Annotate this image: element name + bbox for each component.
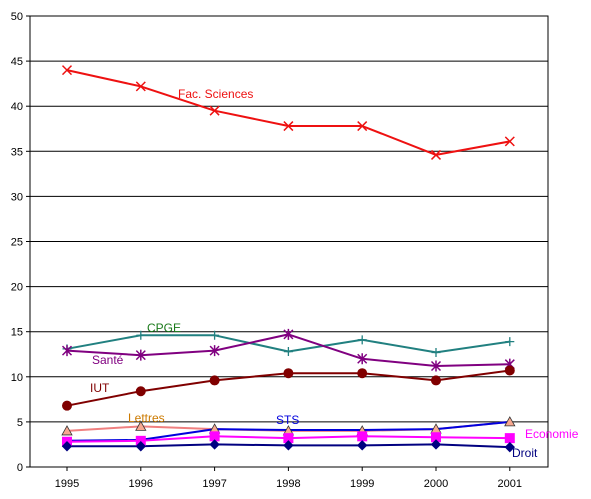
- point-droit-1997: [209, 439, 220, 450]
- point-sante-1996: [135, 349, 146, 361]
- point-lettres-1996: [135, 420, 147, 431]
- data-markers: [61, 65, 516, 453]
- series-labels: Fac. Sciences CPGE Santé IUT Lettres STS Econo…: [90, 87, 579, 460]
- series-label-sante: Santé: [92, 353, 124, 367]
- y-tick-label-50: 50: [11, 11, 23, 23]
- y-tick-label-35: 35: [11, 146, 23, 158]
- y-tick-label-30: 30: [11, 191, 23, 203]
- x-tick-label-1996: 1996: [129, 478, 153, 490]
- point-droit-2000: [430, 439, 442, 450]
- point-sante-1999: [357, 353, 368, 365]
- point-sante-2000: [430, 360, 442, 372]
- point-fac-sciences-2000: [430, 149, 442, 160]
- point-fac-sciences-1999: [357, 121, 368, 132]
- point-cpge-2000: [431, 347, 441, 357]
- point-economie-2001: [504, 433, 515, 444]
- point-sante-1998: [283, 328, 294, 340]
- series-label-lettres: Lettres: [128, 411, 165, 425]
- point-iut-2000: [431, 375, 441, 386]
- y-tick-label-45: 45: [11, 56, 23, 68]
- point-fac-sciences-1998: [283, 121, 294, 132]
- series-label-economie: Economie: [525, 427, 579, 441]
- point-lettres-2001: [504, 416, 516, 427]
- x-tick-label-1998: 1998: [276, 478, 300, 490]
- point-iut-2001: [504, 365, 515, 376]
- series-label-fac-sciences: Fac. Sciences: [178, 87, 253, 101]
- y-tick-label-20: 20: [11, 282, 23, 294]
- point-iut-1996: [135, 386, 146, 397]
- y-tick-label-5: 5: [17, 417, 23, 429]
- series-label-iut: IUT: [90, 381, 110, 395]
- point-fac-sciences-1995: [61, 65, 73, 76]
- point-iut-1999: [357, 368, 368, 379]
- point-iut-1995: [62, 400, 72, 411]
- series-label-cpge: CPGE: [147, 321, 181, 335]
- x-tick-label-1997: 1997: [202, 478, 226, 490]
- series-label-sts: STS: [276, 413, 299, 427]
- point-fac-sciences-2001: [504, 136, 515, 147]
- x-tick-label-1999: 1999: [350, 478, 374, 490]
- y-tick-label-10: 10: [11, 372, 23, 384]
- point-cpge-2001: [505, 337, 515, 347]
- gridlines: [30, 60, 548, 423]
- point-cpge-1998: [283, 347, 293, 357]
- x-tick-label-1995: 1995: [55, 478, 79, 490]
- point-droit-1996: [135, 441, 147, 452]
- point-iut-1998: [283, 368, 294, 379]
- point-fac-sciences-1997: [209, 105, 220, 116]
- point-sante-1995: [61, 345, 73, 357]
- point-cpge-1997: [210, 330, 220, 340]
- point-cpge-1999: [357, 335, 367, 345]
- point-lettres-1995: [61, 425, 73, 436]
- point-iut-1997: [209, 375, 220, 386]
- point-droit-1998: [283, 440, 294, 451]
- axes: 0 5 10 15 20 25 30 35 40 45 50 1995 1996 1997 1998 1999…: [11, 11, 549, 490]
- point-droit-2001: [504, 441, 516, 453]
- x-tick-label-2000: 2000: [424, 478, 448, 490]
- point-droit-1999: [356, 440, 368, 451]
- series-label-droit: Droit: [512, 446, 538, 460]
- point-droit-1995: [61, 441, 73, 452]
- point-sante-1997: [209, 345, 220, 357]
- y-tick-label-25: 25: [11, 237, 23, 249]
- series-line-fac-sciences: [66, 69, 510, 156]
- x-tick-label-2001: 2001: [498, 478, 522, 490]
- point-cpge-1996: [136, 330, 146, 340]
- y-tick-label-15: 15: [11, 327, 23, 339]
- point-fac-sciences-1996: [135, 81, 146, 92]
- y-tick-label-40: 40: [11, 101, 23, 113]
- y-tick-label-0: 0: [17, 462, 23, 474]
- point-economie-1999: [357, 431, 368, 442]
